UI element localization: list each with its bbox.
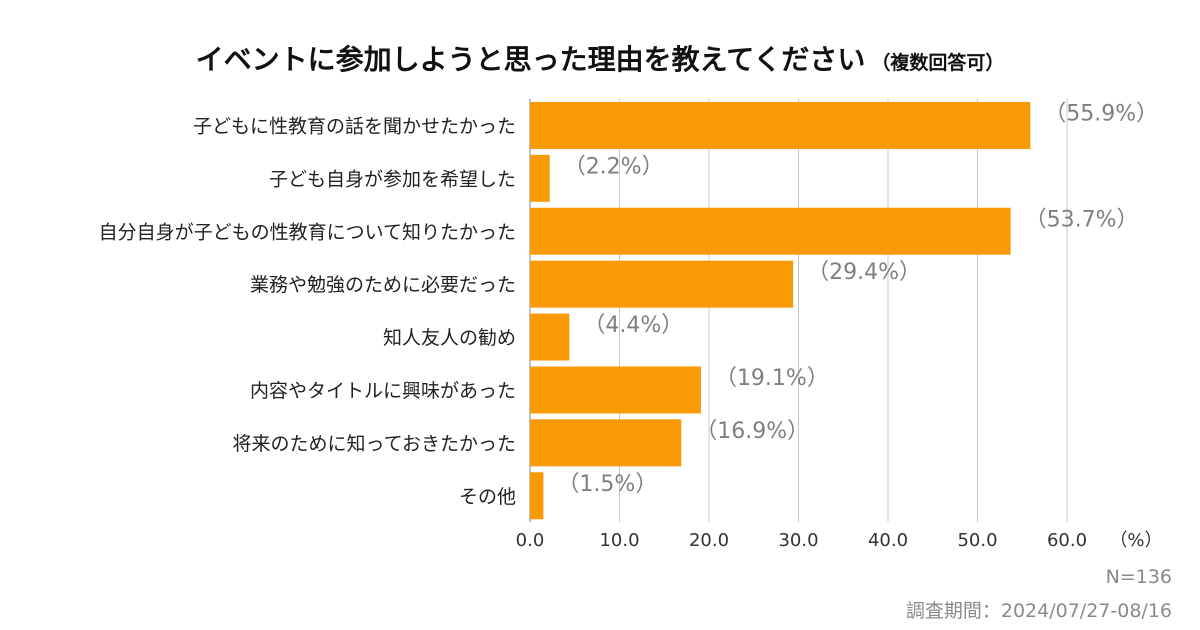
category-label: 将来のために知っておきたかった	[233, 433, 516, 455]
x-tick-label: 60.0	[1047, 530, 1087, 551]
x-tick-label: 20.0	[689, 530, 729, 551]
value-labels: （55.9%） （2.2%） （53.7%） （29.4%） （4.4%） （19.1%）…	[557, 101, 1158, 496]
bar	[530, 154, 550, 202]
category-label: 業務や勉強のために必要だった	[250, 274, 516, 296]
value-label: （4.4%）	[583, 313, 683, 338]
category-label: その他	[459, 486, 516, 508]
x-tick-label: 40.0	[868, 530, 908, 551]
value-label: （19.1%）	[715, 366, 829, 391]
chart-subtitle: （複数回答可）	[871, 52, 1005, 74]
bar	[530, 313, 570, 361]
value-label: （55.9%）	[1044, 101, 1158, 126]
category-label: 自分自身が子どもの性教育について知りたかった	[99, 221, 516, 243]
bar	[530, 101, 1031, 149]
bar	[530, 366, 701, 414]
value-label: （53.7%）	[1025, 207, 1139, 232]
bar	[530, 472, 544, 520]
chart-title-text: イベントに参加しようと思った理由を教えてください	[195, 43, 866, 76]
bar	[530, 207, 1011, 255]
x-unit-label: （%）	[1109, 530, 1162, 551]
bars	[530, 101, 1031, 520]
x-tick-label: 50.0	[957, 530, 997, 551]
category-labels: 子どもに性教育の話を聞かせたかった子ども自身が参加を希望した自分自身が子どもの性…	[99, 115, 516, 507]
category-label: 内容やタイトルに興味があった	[250, 380, 516, 402]
category-label: 子どもに性教育の話を聞かせたかった	[193, 115, 516, 137]
x-tick-label: 30.0	[778, 530, 818, 551]
value-label: （29.4%）	[807, 260, 921, 285]
x-tick-label: 0.0	[516, 530, 545, 551]
value-label: （2.2%）	[564, 154, 664, 179]
value-label: （16.9%）	[695, 419, 809, 444]
chart-title: イベントに参加しようと思った理由を教えてください （複数回答可）	[0, 38, 1200, 78]
bar	[530, 419, 682, 467]
bar	[530, 260, 794, 308]
sample-size: N=136	[1105, 566, 1172, 588]
survey-period: 調査期間：2024/07/27-08/16	[905, 600, 1172, 622]
x-tick-labels: 0.0 10.0 20.0 30.0 40.0 50.0 60.0	[516, 530, 1087, 551]
x-tick-label: 10.0	[599, 530, 639, 551]
category-label: 知人友人の勧め	[383, 327, 516, 349]
category-label: 子ども自身が参加を希望した	[269, 168, 516, 190]
value-label: （1.5%）	[557, 472, 657, 497]
